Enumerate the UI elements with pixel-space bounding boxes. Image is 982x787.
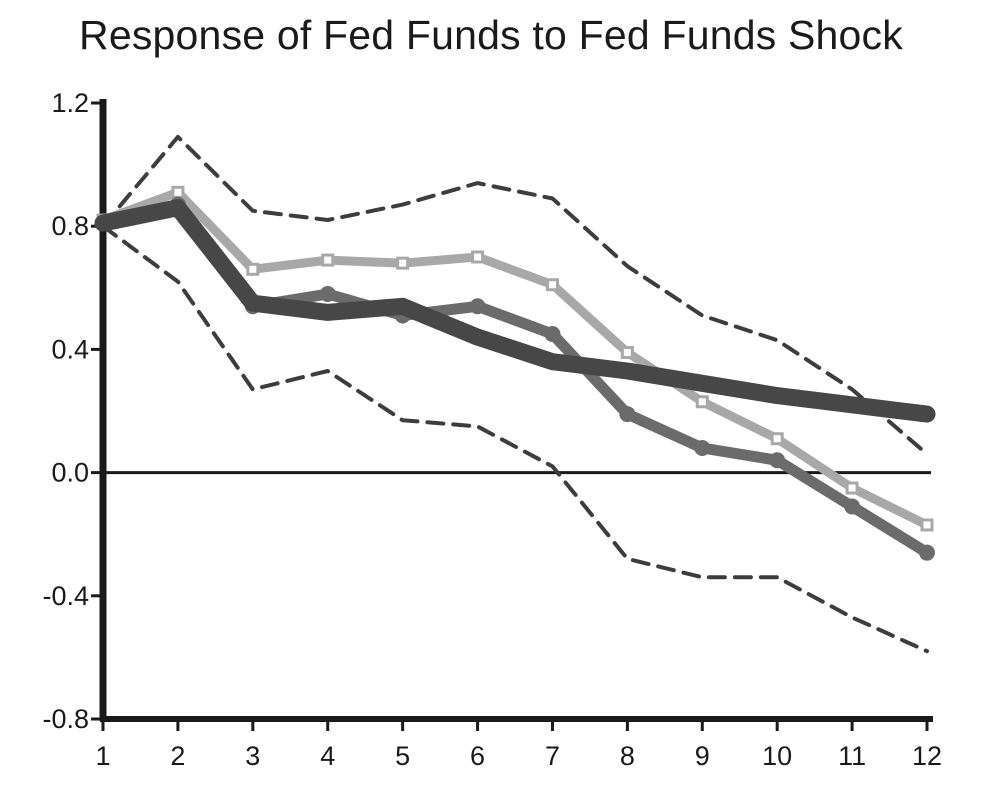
- circle-marker: [919, 544, 935, 561]
- square-marker: [321, 253, 335, 267]
- square-marker: [770, 432, 784, 446]
- line-upper-band: [101, 134, 929, 457]
- x-tick-label: 9: [695, 741, 710, 771]
- series-layer: [94, 134, 936, 654]
- x-tick-label: 12: [912, 741, 942, 771]
- circle-marker: [619, 406, 636, 423]
- series-upper-band: [101, 134, 929, 457]
- x-tick-label: 7: [545, 741, 560, 771]
- x-tick-label: 10: [762, 741, 792, 771]
- y-tick-label: 0.0: [51, 458, 89, 488]
- square-marker: [845, 481, 859, 495]
- y-tick-label: 0.8: [51, 211, 89, 241]
- series-lower-band: [101, 224, 929, 654]
- circle-marker: [469, 298, 486, 315]
- line-light-squares: [98, 187, 932, 530]
- x-tick-label: 4: [320, 741, 335, 771]
- y-tick-label: -0.4: [42, 581, 89, 611]
- square-marker: [471, 250, 485, 264]
- series-light-squares: [96, 185, 934, 532]
- y-tick-label: -0.8: [42, 704, 89, 734]
- x-tick-label: 8: [620, 741, 635, 771]
- circle-marker: [844, 498, 861, 515]
- x-tick-label: 11: [838, 741, 866, 771]
- x-tick-label: 3: [245, 741, 260, 771]
- square-marker: [920, 518, 934, 532]
- line-thick-dark: [94, 199, 936, 423]
- square-marker: [246, 262, 260, 276]
- x-tick-label: 5: [395, 741, 410, 771]
- circle-marker: [769, 452, 786, 469]
- line-lower-band: [101, 224, 929, 654]
- y-tick-label: 1.2: [51, 88, 89, 118]
- x-tick-label: 1: [95, 741, 110, 771]
- square-marker: [545, 278, 559, 292]
- axes: [91, 99, 933, 731]
- x-tick-label: 6: [470, 741, 485, 771]
- chart-title: Response of Fed Funds to Fed Funds Shock: [79, 12, 903, 58]
- y-tick-label: 0.4: [51, 334, 89, 364]
- x-tick-label: 2: [170, 741, 185, 771]
- square-marker: [695, 395, 709, 409]
- series-thick-dark: [94, 199, 936, 423]
- tick-labels: 1.20.80.40.0-0.4-0.81 2 3 4 5 6 7 8 9 10 11 12: [42, 88, 942, 771]
- circle-marker: [544, 326, 561, 342]
- circle-marker: [319, 285, 336, 302]
- square-marker: [620, 345, 634, 359]
- square-marker: [396, 256, 410, 270]
- circle-marker: [694, 439, 711, 456]
- square-marker: [171, 185, 185, 199]
